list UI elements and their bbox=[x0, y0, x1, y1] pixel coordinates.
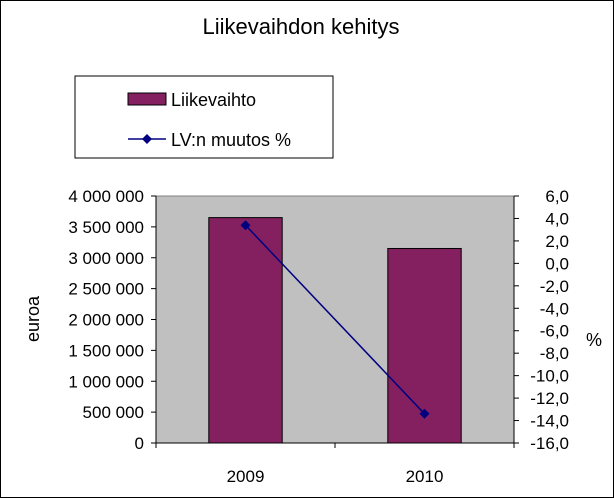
right-tick-label: -14,0 bbox=[530, 412, 569, 431]
right-tick-label: -10,0 bbox=[530, 367, 569, 386]
legend-label-bar: Liikevaihto bbox=[171, 90, 256, 110]
right-tick-label: -12,0 bbox=[530, 389, 569, 408]
left-tick-label: 1 000 000 bbox=[68, 372, 144, 391]
line-point-2010 bbox=[419, 408, 430, 419]
left-tick-label: 0 bbox=[135, 434, 144, 453]
left-tick-label: 2 000 000 bbox=[68, 311, 144, 330]
left-tick-label: 3 500 000 bbox=[68, 218, 144, 237]
left-axis: 0 500 000 1 000 000 1 500 000 2 000 000 2 500… bbox=[68, 187, 157, 453]
right-tick-label: -16,0 bbox=[530, 434, 569, 453]
left-tick-label: 2 500 000 bbox=[68, 280, 144, 299]
legend-box bbox=[74, 75, 334, 159]
right-tick-label: 2,0 bbox=[545, 232, 569, 251]
line-point-2009 bbox=[240, 220, 251, 231]
left-tick-label: 1 500 000 bbox=[68, 341, 144, 360]
x-axis-ticks: 2009 2010 bbox=[155, 443, 515, 486]
line-series-group bbox=[240, 220, 430, 419]
legend-label-line: LV:n muutos % bbox=[171, 130, 291, 150]
right-axis: -16,0 -14,0 -12,0 -10,0 -8,0 -6,0 -4,0 -2,0 0,0 2… bbox=[513, 187, 569, 453]
x-tick-label: 2010 bbox=[406, 467, 444, 486]
right-tick-label: 6,0 bbox=[545, 187, 569, 206]
legend-marker-line bbox=[142, 134, 152, 144]
right-tick-label: 4,0 bbox=[545, 209, 569, 228]
left-tick-label: 3 000 000 bbox=[68, 249, 144, 268]
right-axis-ticks: -16,0 -14,0 -12,0 -10,0 -8,0 -6,0 -4,0 -2,0 0,0 2… bbox=[514, 187, 569, 453]
right-tick-label: -4,0 bbox=[540, 299, 569, 318]
y-axis-label: euroa bbox=[23, 295, 43, 342]
x-tick-label: 2009 bbox=[227, 467, 265, 486]
y2-axis-label: % bbox=[586, 330, 602, 350]
left-axis-ticks: 0 500 000 1 000 000 1 500 000 2 000 000 2 500… bbox=[68, 187, 156, 453]
right-tick-label: 0,0 bbox=[545, 254, 569, 273]
right-tick-label: -8,0 bbox=[540, 344, 569, 363]
right-tick-label: -6,0 bbox=[540, 322, 569, 341]
chart-title: Liikevaihdon kehitys bbox=[203, 14, 400, 39]
legend-swatch-bar bbox=[127, 92, 167, 106]
left-tick-label: 500 000 bbox=[83, 403, 144, 422]
bar-2009 bbox=[208, 217, 283, 444]
x-axis: 2009 2010 bbox=[155, 442, 515, 486]
right-tick-label: -2,0 bbox=[540, 277, 569, 296]
line-muutos bbox=[244, 224, 426, 415]
left-tick-label: 4 000 000 bbox=[68, 187, 144, 206]
legend: Liikevaihto LV:n muutos % bbox=[74, 75, 334, 159]
